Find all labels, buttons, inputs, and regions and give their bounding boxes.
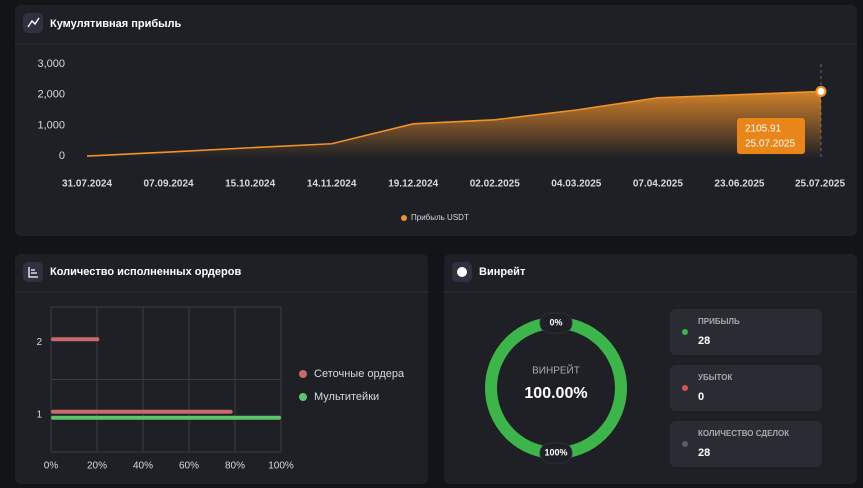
x-tick-label: 23.06.2025	[714, 179, 764, 190]
tick-label: 100%	[544, 447, 567, 457]
stat-value: 28	[698, 335, 710, 347]
x-tick-label: 15.10.2024	[225, 179, 275, 190]
x-tick-label: 19.12.2024	[388, 179, 438, 190]
x-tick-label: 0%	[44, 461, 59, 472]
legend-marker	[401, 215, 407, 221]
stat-card	[670, 421, 822, 467]
stat-label: УБЫТОК	[698, 373, 732, 382]
legend-marker	[299, 393, 307, 401]
icon	[23, 262, 43, 282]
tooltip-value: 2105.91	[745, 124, 782, 135]
y-tick-label: 2,000	[37, 89, 65, 101]
x-tick-label: 14.11.2024	[307, 179, 357, 190]
end-point	[817, 87, 826, 96]
tick-label: 0%	[549, 317, 562, 327]
bar	[51, 410, 233, 414]
x-tick-label: 04.03.2025	[551, 179, 601, 190]
y-tick-label: 1	[36, 409, 42, 420]
tooltip-date: 25.07.2025	[745, 139, 795, 150]
x-tick-label: 20%	[87, 461, 107, 472]
x-tick-label: 80%	[225, 461, 245, 472]
x-tick-label: 60%	[179, 461, 199, 472]
bar	[51, 337, 99, 341]
legend-label: Мультитейки	[314, 391, 379, 403]
panel-title: Количество исполненных ордеров	[50, 266, 241, 278]
stat-dot	[682, 329, 688, 335]
center-value: 100.00%	[524, 385, 587, 402]
center-label: ВИНРЕЙТ	[532, 364, 580, 377]
x-tick-label: 02.02.2025	[470, 179, 520, 190]
x-tick-label: 100%	[268, 461, 294, 472]
stat-dot	[682, 385, 688, 391]
x-tick-label: 25.07.2025	[795, 179, 845, 190]
y-tick-label: 2	[36, 337, 42, 348]
stat-dot	[682, 441, 688, 447]
y-tick-label: 0	[59, 150, 65, 162]
x-tick-label: 07.04.2025	[633, 179, 683, 190]
panel-title: Винрейт	[479, 266, 526, 278]
icon-glyph	[457, 267, 467, 277]
x-tick-label: 07.09.2024	[144, 179, 194, 190]
legend-label: Сеточные ордера	[314, 368, 405, 380]
stat-card	[670, 365, 822, 411]
panel-title: Кумулятивная прибыль	[50, 18, 182, 30]
stat-card	[670, 309, 822, 355]
legend-marker	[299, 370, 307, 378]
y-tick-label: 3,000	[37, 58, 65, 70]
bar	[51, 416, 281, 420]
stat-label: ПРИБЫЛЬ	[698, 317, 740, 326]
legend-label: Прибыль USDT	[411, 213, 469, 222]
y-tick-label: 1,000	[37, 119, 65, 131]
x-tick-label: 40%	[133, 461, 153, 472]
stat-value: 28	[698, 447, 710, 459]
stat-label: КОЛИЧЕСТВО СДЕЛОК	[698, 429, 789, 438]
stat-value: 0	[698, 391, 704, 403]
icon	[23, 13, 43, 33]
x-tick-label: 31.07.2024	[62, 179, 112, 190]
